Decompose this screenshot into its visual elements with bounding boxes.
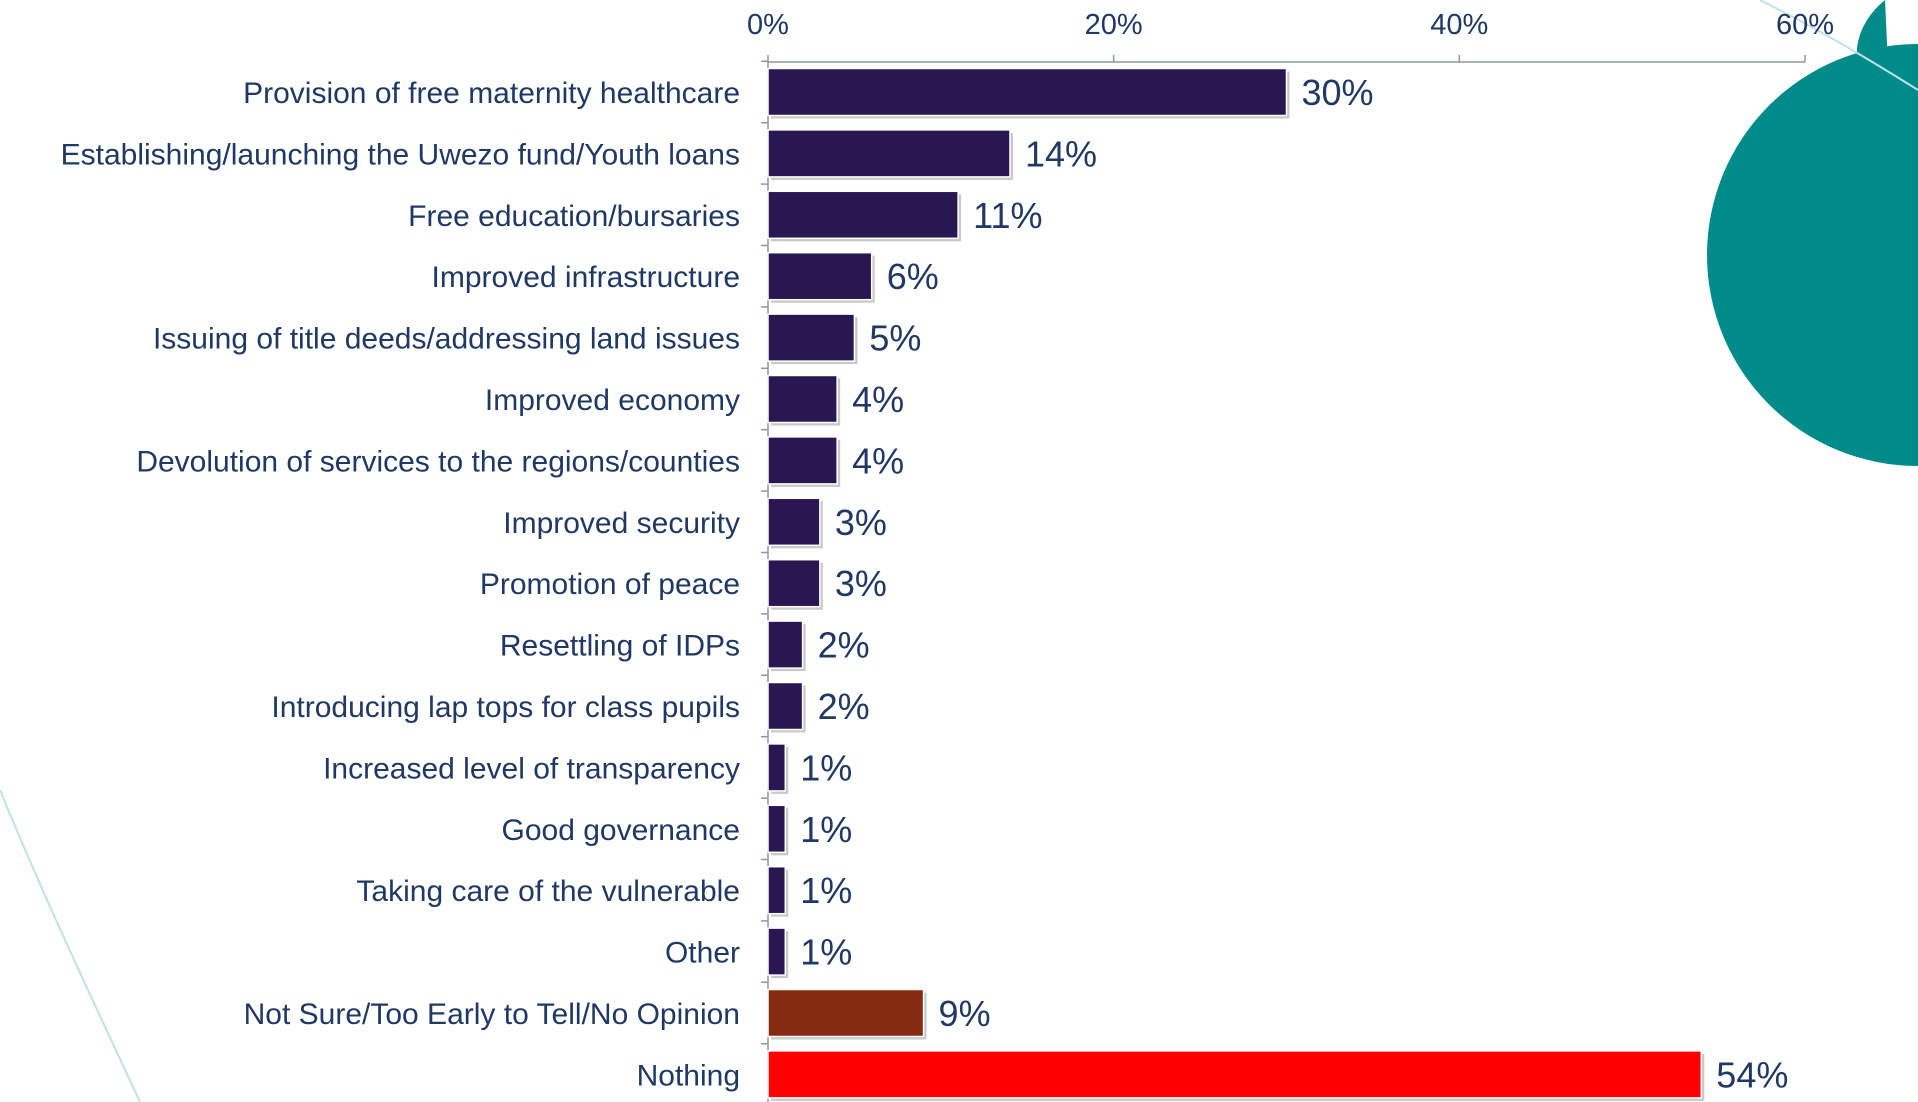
bar <box>767 927 787 976</box>
x-tick-label: 0% <box>747 9 789 41</box>
data-label: 11% <box>973 195 1042 236</box>
value-labels: 30% 14% 11% 6% 5% 4% 4% 3% 3% 2% 2% 1% 1% 1% 1% 9% 54% <box>800 72 1788 1095</box>
bar <box>767 988 925 1038</box>
category-label: Establishing/launching the Uwezo fund/Yo… <box>61 138 740 171</box>
category-label: Introducing lap tops for class pupils <box>271 691 740 724</box>
category-label: Good governance <box>501 814 740 847</box>
data-label: 30% <box>1302 72 1374 113</box>
data-label: 1% <box>800 932 852 973</box>
bar <box>767 129 1011 178</box>
data-label: 5% <box>869 318 921 359</box>
teal-arc-decoration <box>1856 0 1890 110</box>
data-label: 54% <box>1716 1054 1788 1095</box>
category-label: Promotion of peace <box>480 568 740 601</box>
category-label: Improved economy <box>485 384 740 417</box>
bar <box>767 67 1288 117</box>
category-labels: Provision of free maternity healthcare Es… <box>61 77 740 1092</box>
data-label: 1% <box>800 870 852 911</box>
category-label: Not Sure/Too Early to Tell/No Opinion <box>244 998 740 1031</box>
category-label: Other <box>665 937 740 970</box>
x-tick-label: 20% <box>1085 9 1143 41</box>
data-label: 14% <box>1025 133 1097 174</box>
data-label: 6% <box>887 256 939 297</box>
data-label: 9% <box>939 993 991 1034</box>
data-label: 2% <box>818 686 870 727</box>
category-label: Increased level of transparency <box>323 752 740 785</box>
data-label: 1% <box>800 809 852 850</box>
category-label: Improved infrastructure <box>432 261 740 294</box>
category-label: Issuing of title deeds/addressing land i… <box>153 323 740 356</box>
teal-circle-decoration <box>1707 44 1918 466</box>
bar <box>767 251 873 301</box>
bar <box>767 681 804 731</box>
bar <box>767 804 787 854</box>
category-label: Provision of free maternity healthcare <box>243 77 740 110</box>
bar <box>767 190 959 240</box>
bar <box>767 558 821 608</box>
bar <box>767 743 787 792</box>
category-label: Free education/bursaries <box>408 200 740 233</box>
data-label: 1% <box>800 747 852 788</box>
bar <box>767 313 856 362</box>
data-label: 4% <box>852 440 904 481</box>
bar-group <box>767 67 1705 1101</box>
category-label: Devolution of services to the regions/co… <box>136 445 740 478</box>
bar <box>767 497 821 547</box>
bar <box>767 436 838 485</box>
data-label: 3% <box>835 563 887 604</box>
x-tick-label: 40% <box>1430 9 1488 41</box>
data-label: 2% <box>818 625 870 666</box>
category-label: Nothing <box>637 1059 740 1092</box>
x-axis: 0% 20% 40% 60% <box>747 9 1834 1102</box>
category-label: Resettling of IDPs <box>500 630 740 663</box>
bar <box>767 1050 1703 1099</box>
data-label: 4% <box>852 379 904 420</box>
category-label: Taking care of the vulnerable <box>356 875 740 908</box>
bar <box>767 865 787 915</box>
decorative-arc-top <box>1759 0 1918 91</box>
bar <box>767 374 838 424</box>
bar <box>767 620 804 669</box>
category-label: Improved security <box>503 507 740 540</box>
x-tick-label: 60% <box>1776 9 1834 41</box>
data-label: 3% <box>835 502 887 543</box>
decorative-arc-left <box>0 789 141 1102</box>
